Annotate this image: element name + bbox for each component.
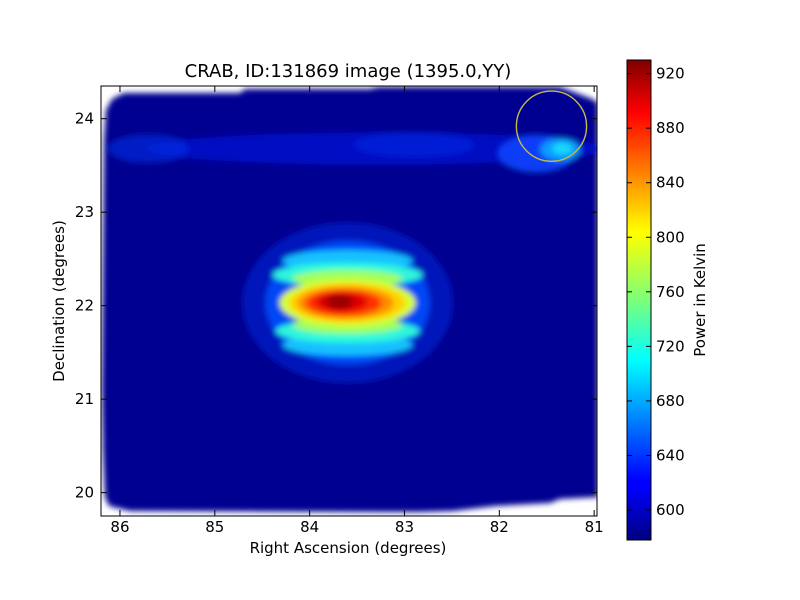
y-axis-label: Declination (degrees) [50,220,68,382]
colorbar-tick-label: 800 [656,228,685,246]
x-axis-ticks: 86 85 84 83 82 81 [110,86,604,536]
colorbar-tick-label: 840 [656,174,685,192]
x-axis-label: Right Ascension (degrees) [250,539,447,557]
colorbar-tick-label: 720 [656,337,685,355]
chart-title: CRAB, ID:131869 image (1395.0,YY) [185,61,512,82]
x-tick-label: 82 [490,518,509,536]
plot-frame [100,85,598,517]
y-tick-label: 23 [75,203,94,221]
y-tick-label: 22 [75,297,94,315]
heatmap-blob [353,132,474,157]
x-tick-label: 83 [395,518,414,536]
colorbar-ticks: 600 640 680 720 760 800 840 880 920 [627,65,685,519]
colorbar [626,59,652,541]
heatmap-blob [325,294,354,309]
y-axis-ticks: 20 21 22 23 24 [75,110,597,502]
colorbar-tick-label: 600 [656,501,685,519]
x-tick-label: 86 [110,518,129,536]
heatmap-blob [108,134,189,163]
colorbar-tick-label: 760 [656,283,685,301]
y-tick-label: 24 [75,110,94,128]
heatmap-area [102,87,597,512]
y-tick-label: 21 [75,390,94,408]
y-tick-label: 20 [75,484,94,502]
colorbar-tick-label: 640 [656,446,685,464]
colorbar-tick-label: 680 [656,392,685,410]
x-tick-label: 84 [300,518,319,536]
heatmap-blobs [108,132,597,383]
heatmap-blob [552,142,573,155]
x-tick-label: 85 [205,518,224,536]
colorbar-tick-label: 920 [656,65,685,83]
colorbar-tick-label: 880 [656,119,685,137]
x-tick-label: 81 [585,518,604,536]
marker-circle [515,90,588,162]
colorbar-label: Power in Kelvin [691,243,709,357]
